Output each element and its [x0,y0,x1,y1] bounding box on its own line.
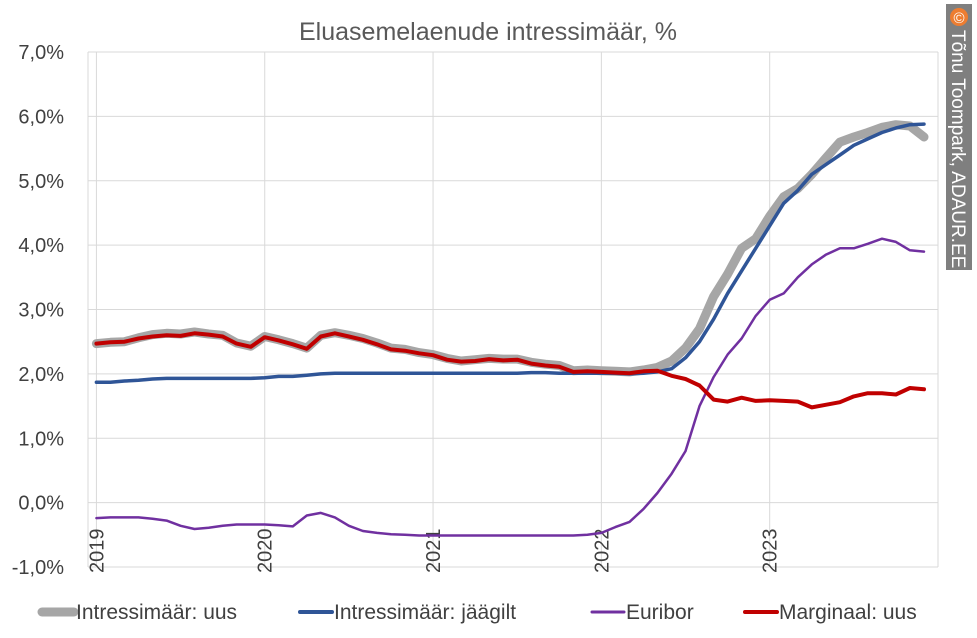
x-tick-label: 2020 [255,529,277,574]
chart-title: Eluasemelaenude intressimäär, % [299,18,677,46]
series-line-3 [95,237,926,537]
x-tick-label: 2022 [591,529,613,574]
copyright-icon [950,8,968,26]
gridlines [87,51,939,568]
legend-label: Intressimäär: jäägilt [334,601,516,624]
series-line-2 [94,122,926,384]
x-tick-label: 2023 [760,529,782,574]
x-axis-ticks: 2019 2020 2021 2022 2023 [86,529,781,574]
y-tick-label: 3,0% [18,300,64,322]
legend-label: Intressimäär: uus [76,601,237,624]
y-tick-label: 2,0% [18,364,64,386]
x-tick-label: 2019 [86,529,108,574]
legend-label: Marginaal: uus [779,601,917,624]
series-line-4 [94,331,926,410]
y-tick-label: 1,0% [18,428,64,450]
watermark: © Tõnu Toompark, ADAUR.EE [946,4,972,270]
y-tick-label: 6,0% [18,106,64,128]
y-tick-label: 4,0% [18,235,64,257]
watermark-text: Tõnu Toompark, ADAUR.EE [947,30,968,268]
watermark-background [946,4,972,270]
y-tick-label: 0,0% [18,493,64,515]
y-axis-ticks: -1,0% 0,0% 1,0% 2,0% 3,0% 4,0% 5,0% 6,0% 7,0% [12,42,64,579]
y-tick-label: 5,0% [18,171,64,193]
copyright-symbol: © [953,10,964,27]
y-tick-label: 7,0% [18,42,64,64]
legend-label: Euribor [626,601,694,624]
legend: Intressimäär: uus Intressimäär: jäägilt Eu… [37,601,917,624]
y-tick-label: -1,0% [12,557,64,579]
x-tick-label: 2021 [423,529,445,574]
series-lines [91,120,929,537]
